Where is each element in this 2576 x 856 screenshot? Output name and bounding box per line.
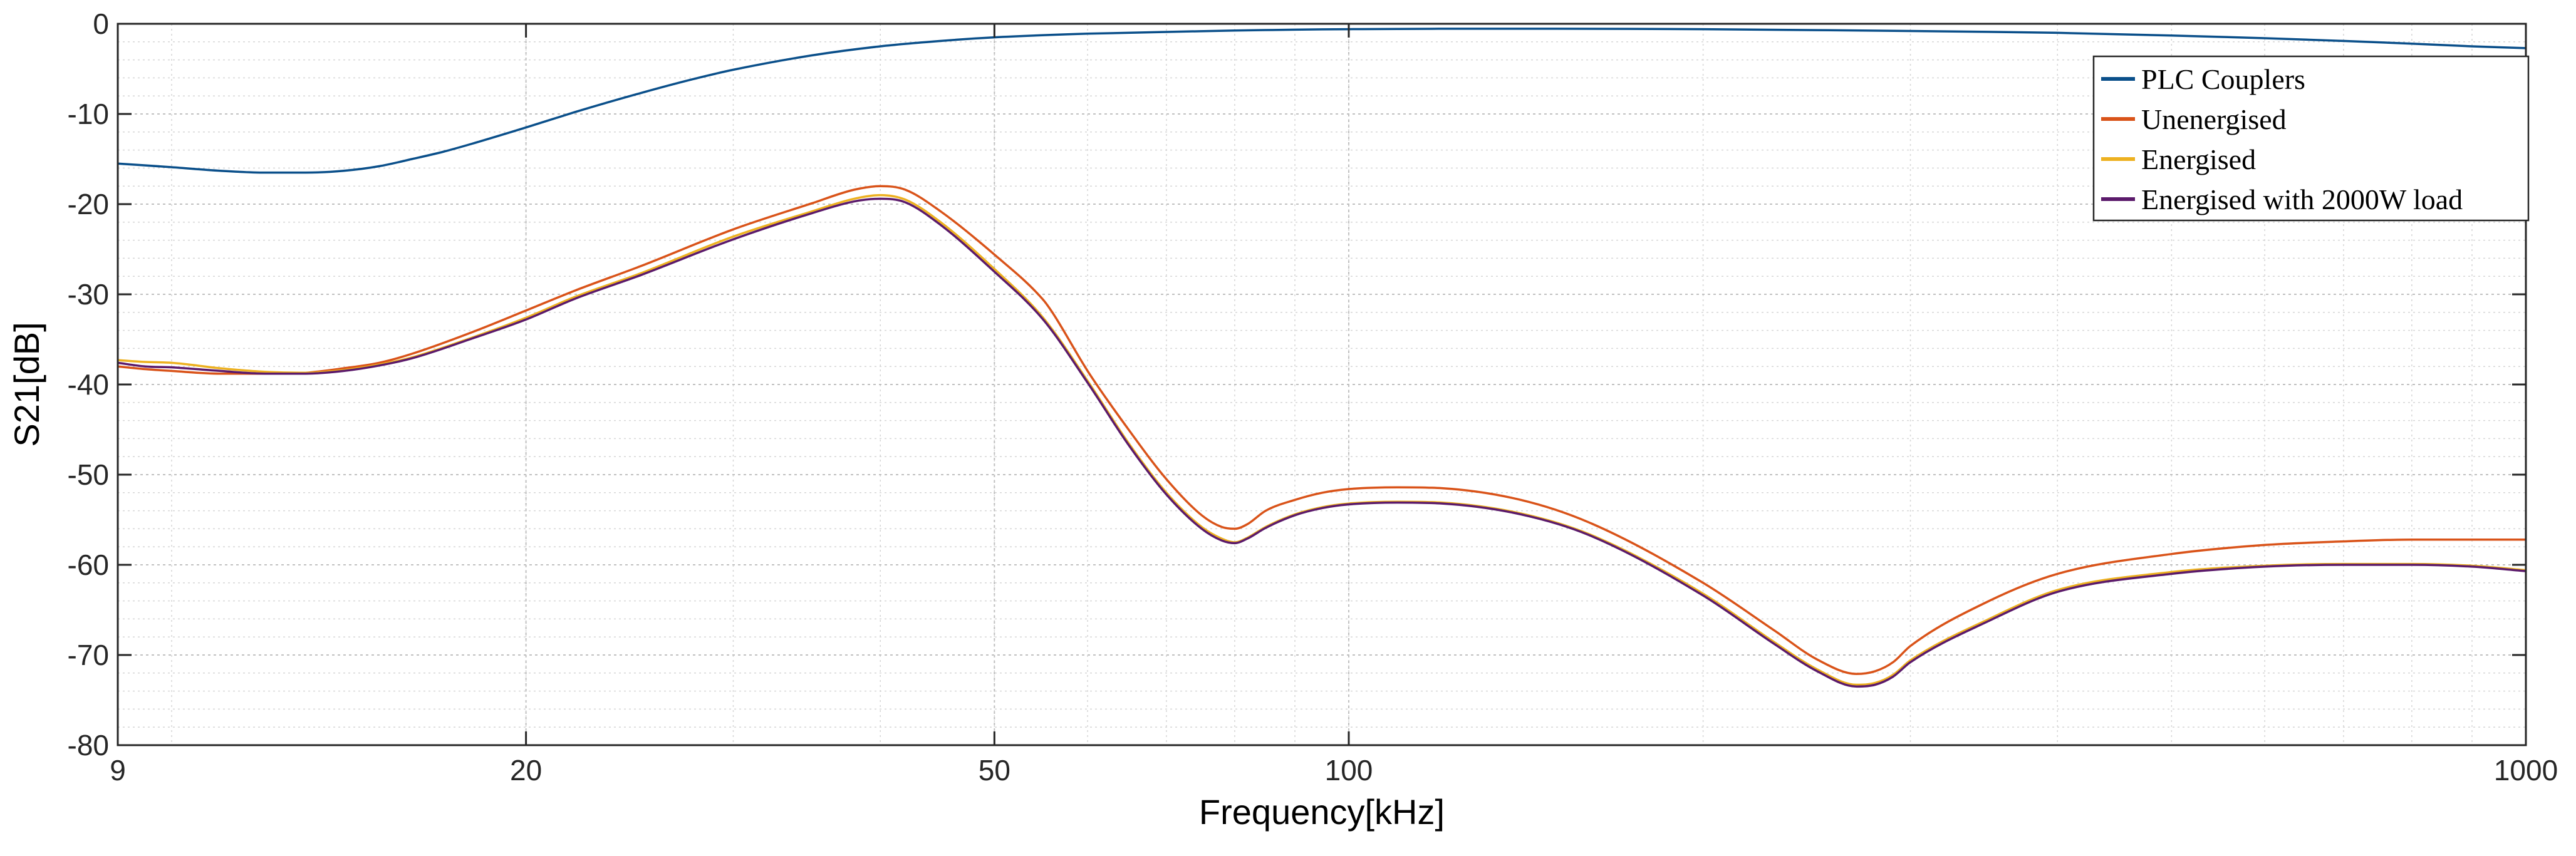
y-tick-label: -60 xyxy=(68,549,109,581)
x-tick-label: 1000 xyxy=(2494,754,2558,786)
y-axis-title: S21[dB] xyxy=(7,322,46,446)
legend-label-unenergised: Unenergised xyxy=(2141,103,2287,135)
x-tick-label: 20 xyxy=(510,754,542,786)
series-lines xyxy=(117,28,2527,688)
legend-label-energised-with-2000w-load: Energised with 2000W load xyxy=(2141,183,2463,215)
series-line-plc-couplers xyxy=(117,28,2527,174)
axis-ticks: 0 -10 -20 -30 -40 -50 -60 -70 -809 20 50 100 1000 xyxy=(68,8,2558,786)
legend: PLC Couplers Unenergised Energised Energise… xyxy=(2092,55,2530,222)
series-line-energised-with-2000w-load xyxy=(117,197,2527,688)
y-tick-label: -30 xyxy=(68,278,109,311)
x-tick-label: 50 xyxy=(979,754,1010,786)
legend-label-energised: Energised xyxy=(2141,143,2256,175)
y-tick-label: -70 xyxy=(68,639,109,671)
series-line-unenergised xyxy=(117,185,2526,675)
series-line-energised xyxy=(117,193,2527,686)
y-tick-label: -80 xyxy=(68,729,109,761)
x-tick-label: 9 xyxy=(110,754,126,786)
y-tick-label: 0 xyxy=(93,8,109,40)
y-tick-label: -40 xyxy=(68,368,109,401)
grid xyxy=(117,23,2527,746)
legend-label-plc-couplers: PLC Couplers xyxy=(2141,63,2305,95)
y-tick-label: -20 xyxy=(68,188,109,220)
x-tick-label: 100 xyxy=(1325,754,1373,786)
y-tick-label: -10 xyxy=(68,98,109,130)
y-tick-label: -50 xyxy=(68,458,109,491)
x-axis-title: Frequency[kHz] xyxy=(1199,792,1445,832)
legend-box xyxy=(2092,55,2530,222)
